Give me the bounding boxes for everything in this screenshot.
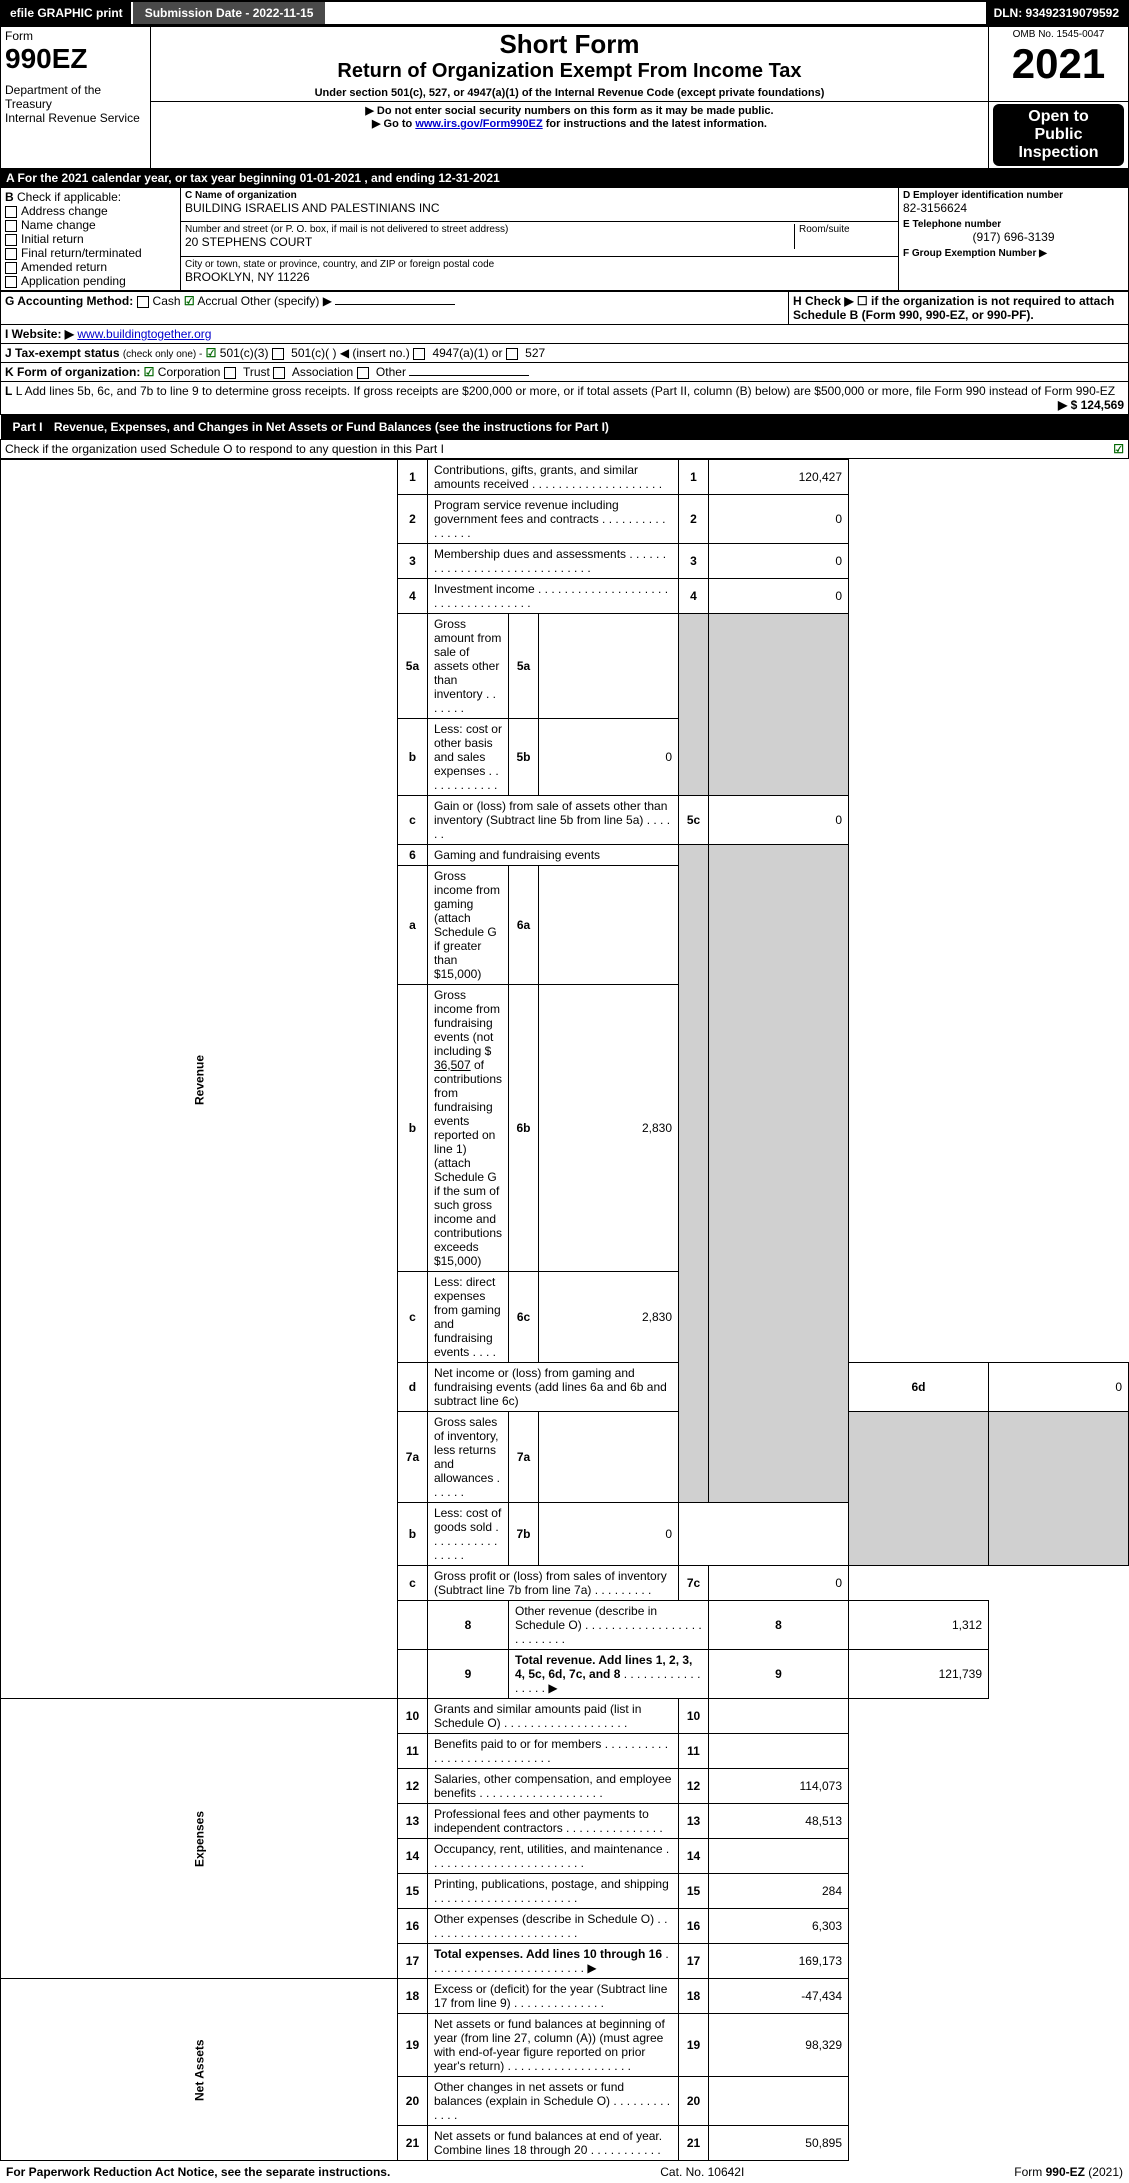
- street-value: 20 STEPHENS COURT: [185, 235, 794, 249]
- footer-formref: Form 990-EZ (2021): [1014, 2165, 1123, 2179]
- part1-title: Revenue, Expenses, and Changes in Net As…: [54, 420, 609, 434]
- l-text: L Add lines 5b, 6c, and 7b to line 9 to …: [16, 384, 1115, 398]
- cb-501c3[interactable]: ☑: [206, 346, 217, 360]
- cb-final-return[interactable]: [5, 248, 17, 260]
- k-label: K Form of organization:: [5, 365, 140, 379]
- omb-number: OMB No. 1545-0047: [993, 29, 1124, 40]
- irs-link[interactable]: www.irs.gov/Form990EZ: [415, 118, 542, 130]
- i-website-label: I Website: ▶: [5, 327, 74, 341]
- section-a: A For the 2021 calendar year, or tax yea…: [0, 169, 1129, 187]
- g-h-block: G Accounting Method: Cash ☑ Accrual Othe…: [0, 291, 1129, 415]
- goto-note: ▶ Go to www.irs.gov/Form990EZ for instru…: [155, 117, 984, 130]
- form-number: 990EZ: [5, 43, 146, 75]
- cb-501c[interactable]: [272, 348, 284, 360]
- cb-initial-return[interactable]: [5, 234, 17, 246]
- cb-amended-return[interactable]: [5, 262, 17, 274]
- cb-4947[interactable]: [413, 348, 425, 360]
- website-link[interactable]: www.buildingtogether.org: [77, 327, 211, 341]
- line-10: Expenses 10Grants and similar amounts pa…: [1, 1699, 1129, 1734]
- l-amount: ▶ $ 124,569: [1058, 398, 1124, 412]
- line-1: Revenue 1 Contributions, gifts, grants, …: [1, 460, 1129, 495]
- c-name-label: C Name of organization: [185, 190, 894, 201]
- part1-header: Part I Revenue, Expenses, and Changes in…: [0, 415, 1129, 459]
- netassets-sidebar: Net Assets: [1, 1979, 398, 2161]
- part1-check-text: Check if the organization used Schedule …: [5, 442, 444, 456]
- open-to-public: Open to Public Inspection: [993, 104, 1124, 166]
- cb-other-org[interactable]: [357, 367, 369, 379]
- f-group-label: F Group Exemption Number ▶: [903, 248, 1124, 259]
- entity-block: B Check if applicable: Address change Na…: [0, 187, 1129, 291]
- cb-name-change[interactable]: [5, 220, 17, 232]
- return-title: Return of Organization Exempt From Incom…: [155, 60, 984, 83]
- city-value: BROOKLYN, NY 11226: [185, 270, 894, 284]
- h-check: H Check ▶ ☐ if the organization is not r…: [793, 294, 1114, 322]
- cb-application-pending[interactable]: [5, 276, 17, 288]
- expenses-sidebar: Expenses: [1, 1699, 398, 1979]
- footer-catno: Cat. No. 10642I: [660, 2165, 744, 2179]
- ein-value: 82-3156624: [903, 201, 1124, 215]
- check-if-applicable: Check if applicable:: [17, 190, 121, 204]
- submission-date-button[interactable]: Submission Date - 2022-11-15: [133, 2, 326, 24]
- d-ein-label: D Employer identification number: [903, 190, 1124, 201]
- cb-address-change[interactable]: [5, 206, 17, 218]
- top-bar: efile GRAPHIC print Submission Date - 20…: [0, 0, 1129, 26]
- org-name: BUILDING ISRAELIS AND PALESTINIANS INC: [185, 201, 894, 215]
- line-18: Net Assets 18Excess or (deficit) for the…: [1, 1979, 1129, 2014]
- j-label: J Tax-exempt status: [5, 346, 120, 360]
- cb-cash[interactable]: [137, 296, 149, 308]
- footer-left: For Paperwork Reduction Act Notice, see …: [6, 2165, 390, 2179]
- short-form-title: Short Form: [155, 29, 984, 60]
- room-label: Room/suite: [799, 224, 894, 235]
- efile-print-button[interactable]: efile GRAPHIC print: [2, 2, 133, 24]
- form-word: Form: [5, 29, 146, 43]
- irs-label: Internal Revenue Service: [5, 111, 146, 125]
- dln-label: DLN: 93492319079592: [986, 2, 1127, 24]
- street-label: Number and street (or P. O. box, if mail…: [185, 224, 794, 235]
- part1-check-box[interactable]: ☑: [1113, 442, 1124, 456]
- tax-year: 2021: [993, 40, 1124, 88]
- part1-label: Part I: [5, 417, 51, 437]
- under-section: Under section 501(c), 527, or 4947(a)(1)…: [155, 87, 984, 99]
- dept-treasury: Department of the Treasury: [5, 83, 146, 111]
- revenue-sidebar: Revenue: [1, 460, 398, 1699]
- cb-trust[interactable]: [224, 367, 236, 379]
- e-phone-label: E Telephone number: [903, 219, 1124, 230]
- cb-assoc[interactable]: [273, 367, 285, 379]
- no-ssn-note: ▶ Do not enter social security numbers o…: [155, 104, 984, 117]
- cb-corp[interactable]: ☑: [144, 365, 155, 379]
- cb-accrual-checked[interactable]: ☑: [184, 294, 195, 308]
- part1-table: Revenue 1 Contributions, gifts, grants, …: [0, 459, 1129, 2161]
- header-table: Form 990EZ Department of the Treasury In…: [0, 26, 1129, 169]
- city-label: City or town, state or province, country…: [185, 259, 894, 270]
- cb-527[interactable]: [506, 348, 518, 360]
- phone-value: (917) 696-3139: [903, 230, 1124, 244]
- footer: For Paperwork Reduction Act Notice, see …: [0, 2161, 1129, 2183]
- g-label: G Accounting Method:: [5, 294, 133, 308]
